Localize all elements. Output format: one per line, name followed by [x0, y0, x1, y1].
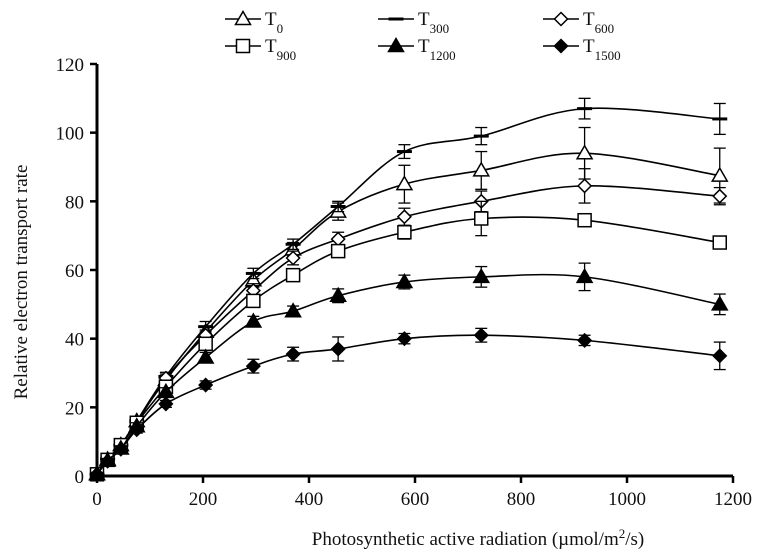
series-t1500 [89, 327, 728, 482]
legend-t0-label: T0 [265, 9, 283, 36]
series-t0-point [395, 175, 414, 191]
legend-t600-marker [553, 11, 569, 27]
series-t0-point [575, 144, 594, 160]
series-t600-point [330, 231, 346, 247]
series-t900-point [712, 235, 727, 250]
legend-t1500: T1500 [543, 36, 621, 63]
series-t900-point [285, 267, 301, 283]
x-axis-ticks: 0 200 400 600 800 1000 1200 [92, 476, 752, 510]
series-t1500-point [285, 346, 301, 362]
x-tick-label: 600 [401, 489, 430, 510]
y-tick-label: 0 [75, 467, 85, 488]
x-axis-title-end: /s) [625, 529, 644, 550]
series-t1500-point [712, 348, 728, 364]
series-t900-point [577, 212, 592, 228]
series-t1500-point [577, 332, 593, 348]
plot-series [88, 97, 729, 482]
series-t0-point [710, 166, 729, 182]
x-axis-title: Photosynthetic active radiation (µmol/m2… [312, 526, 644, 551]
axes: 0 20 40 60 80 100 120 0 200 400 600 800 1000 1200 [56, 55, 753, 510]
legend-t900-marker [235, 38, 251, 54]
legend-t1200-marker [387, 36, 405, 53]
series-t900-point [246, 293, 261, 309]
series-t1200-point [244, 312, 263, 328]
x-tick-label: 800 [507, 489, 536, 510]
series-t1500-point [158, 396, 174, 412]
y-tick-label: 80 [65, 192, 84, 213]
series-t0-point [472, 161, 491, 177]
legend-t900: T900 [225, 36, 296, 63]
series-t900-point [330, 243, 346, 259]
legend-t600: T600 [543, 9, 614, 36]
series-t600-point [577, 178, 593, 194]
legend-t1500-marker [553, 38, 569, 54]
y-tick-label: 120 [56, 55, 85, 76]
series-t600 [89, 168, 728, 482]
series-t1200 [88, 262, 729, 481]
series-t1200-point [284, 302, 302, 318]
series-t1200-point [472, 267, 491, 284]
series-t1200-point [575, 267, 594, 284]
series-t1500-point [129, 422, 145, 438]
legend-t300-label: T300 [418, 9, 449, 36]
legend-t1200: T1200 [378, 36, 456, 63]
x-axis-title-main: Photosynthetic active radiation (µmol/m [312, 529, 619, 550]
x-tick-label: 200 [189, 489, 218, 510]
series-t900-point [397, 224, 412, 240]
series-t1200-point [196, 348, 215, 364]
series-t1500-point [396, 331, 412, 347]
legend-t0-marker [234, 9, 252, 26]
series-t0-line [96, 152, 720, 475]
y-tick-label: 20 [65, 398, 84, 419]
series-t900-point [474, 211, 489, 226]
x-tick-label: 1000 [608, 489, 646, 510]
series-t300-line [96, 107, 720, 475]
y-axis-ticks: 0 20 40 60 80 100 120 [56, 55, 97, 488]
legend-t1500-label: T1500 [583, 36, 621, 63]
x-axis-title-sup: 2 [619, 526, 626, 541]
series-t600-point [712, 188, 728, 204]
series-t1500-point [113, 441, 129, 457]
series-t1500-point [245, 358, 261, 374]
legend-t300: T300 [378, 9, 449, 36]
series-t1500-point [473, 327, 489, 343]
series-t0 [88, 126, 729, 481]
y-tick-label: 40 [65, 330, 84, 351]
series-t600-point [396, 209, 412, 225]
series-t600-point [285, 250, 301, 266]
series-t1200-point [329, 286, 347, 302]
series-t1500-line [96, 334, 720, 475]
series-t1200-point [395, 273, 414, 289]
x-tick-label: 0 [92, 489, 102, 510]
y-tick-label: 100 [56, 124, 85, 145]
series-t1500-point [330, 341, 346, 357]
legend-t0: T0 [225, 9, 283, 36]
legend-t900-label: T900 [265, 36, 296, 63]
series-t1200-line [96, 273, 720, 475]
series-t900-point [198, 336, 213, 352]
x-tick-label: 1200 [714, 489, 752, 510]
series-t1500-point [100, 453, 116, 469]
series-t1500-point [198, 377, 214, 393]
legend-t600-label: T600 [583, 9, 614, 36]
legend: T0 T300 T600 T900 T1200 T1500 [225, 9, 621, 63]
x-tick-label: 400 [295, 489, 324, 510]
series-t1200-point [710, 295, 729, 311]
legend-t1200-label: T1200 [418, 36, 456, 63]
y-axis-title: Relative electron transport rate [11, 165, 32, 400]
y-tick-label: 60 [65, 261, 84, 282]
